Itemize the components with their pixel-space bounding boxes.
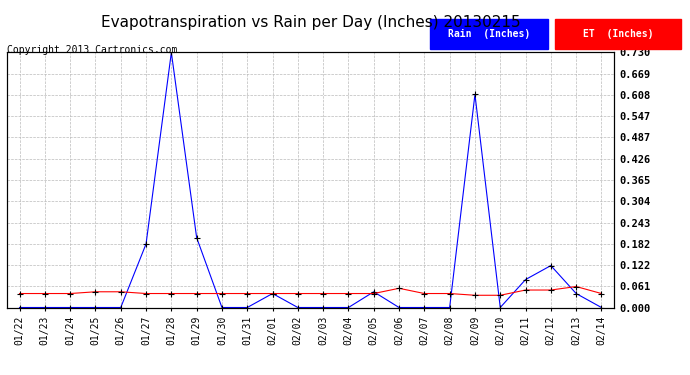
Text: ET  (Inches): ET (Inches): [583, 29, 653, 39]
FancyBboxPatch shape: [431, 19, 548, 49]
Text: Evapotranspiration vs Rain per Day (Inches) 20130215: Evapotranspiration vs Rain per Day (Inch…: [101, 15, 520, 30]
Text: Copyright 2013 Cartronics.com: Copyright 2013 Cartronics.com: [7, 45, 177, 55]
Text: Rain  (Inches): Rain (Inches): [448, 29, 530, 39]
FancyBboxPatch shape: [555, 19, 680, 49]
